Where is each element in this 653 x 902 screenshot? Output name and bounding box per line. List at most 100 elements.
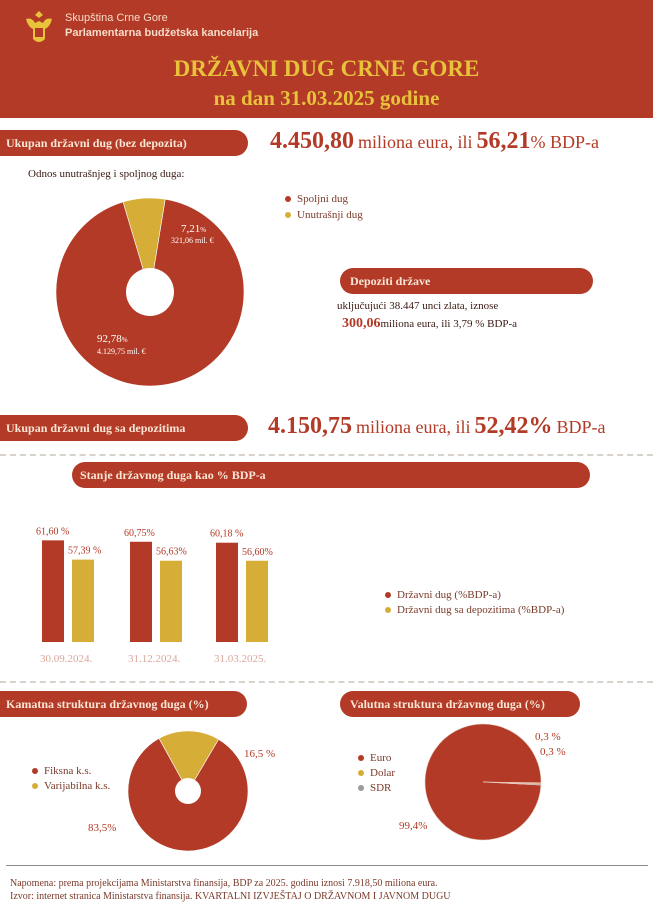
external-debt-pct-label: 92,78% [97,333,128,345]
internal-debt-amount: 321,06 mil. € [171,236,214,245]
legend-label: Državni dug sa depozitima (%BDP-a) [397,604,565,616]
total-with-deposits-gdp-suffix: BDP-a [556,417,606,437]
bar-category-label: 31.12.2024. [128,653,181,665]
legend-label: Unutrašnji dug [297,209,363,221]
internal-debt-pct: 7,21 [181,223,201,235]
bar-debt [42,540,64,642]
bar-category-label: 30.09.2024. [40,653,93,665]
external-debt-pct-unit: % [121,336,128,344]
bar-value-label: 57,39 % [68,546,101,557]
deposits-line2: miliona eura, ili 3,79 % BDP-a [380,318,518,330]
footer-rule [6,865,648,866]
legend-item-euro: Euro [358,752,395,764]
footer-source: Izvor: internet stranica Ministarstva fi… [10,891,451,902]
dollar-pct: 0,3 % [535,731,561,743]
legend-label: Spoljni dug [297,193,349,205]
sdr-slice [482,781,542,786]
euro-pct: 99,4% [399,820,428,832]
section-divider [0,454,653,456]
legend-item-variable: Varijabilna k.s. [32,780,110,792]
bar-value-label: 56,60% [242,547,273,558]
legend-dot-icon [358,770,364,776]
office-name: Parlamentarna budžetska kancelarija [65,27,259,39]
bar-debt-deposits [246,560,268,642]
footer-note: Napomena: prema projekcijama Ministarstv… [10,878,438,889]
legend-dot-icon [358,785,364,791]
variable-rate-pct: 16,5 % [244,748,276,760]
legend-label: Varijabilna k.s. [44,780,111,792]
deposits-value: 300,06miliona eura, ili 3,79 % BDP-a [342,314,517,332]
total-debt-gdp-suffix: % BDP-a [530,132,599,152]
legend-item-debt-deposits: Državni dug sa depozitima (%BDP-a) [385,604,564,616]
external-debt-amount: 4.129,75 mil. € [97,347,146,356]
page-subtitle: na dan 31.03.2025 godine [213,86,440,110]
gdp-bar-chart: 61,60 % 57,39 % 30.09.2024. 60,75%56,63% 31.… [36,526,273,665]
internal-debt-slice [122,197,166,293]
bar-debt [216,542,238,642]
bar-value-label: 61,60 % [36,526,69,537]
legend-item-sdr: SDR [358,782,395,794]
fixed-rate-pct: 83,5% [88,822,117,834]
legend-item-dollar: Dolar [358,767,395,779]
external-internal-donut-chart [55,197,245,387]
total-with-deposits-amount: 4.150,75 [268,413,352,439]
interest-structure-title: Kamatna struktura državnog duga (%) [0,691,247,717]
legend-label: SDR [370,782,392,794]
coat-of-arms-icon [26,11,52,42]
legend-label: Fiksna k.s. [44,765,92,777]
external-debt-pct: 92,78 [97,333,122,345]
header-banner [0,0,653,118]
legend-dot-icon [32,783,38,789]
legend-label: Državni dug (%BDP-a) [397,589,501,601]
bar-value-label: 60,18 % [210,529,243,540]
legend-dot-icon [385,607,391,613]
total-with-deposits-value: 4.150,75 miliona eura, ili 52,42% BDP-a [268,413,605,440]
legend-dot-icon [32,768,38,774]
donut-hole [126,268,174,316]
gdp-chart-title: Stanje državnog duga kao % BDP-a [72,462,590,488]
interest-structure-donut-chart [127,730,249,852]
donut-hole [175,778,201,804]
institution-name: Skupština Crne Gore [65,12,168,24]
total-with-deposits-gdp-pct: 52,42% [474,413,553,439]
total-debt-label: Ukupan državni dug (bez depozita) [0,130,248,156]
deposits-label: Depoziti države [340,268,593,294]
total-debt-gdp-pct: 56,21 [476,128,531,154]
section-divider [0,681,653,683]
legend-item-fixed: Fiksna k.s. [32,765,110,777]
legend-dot-icon [285,212,291,218]
total-debt-amount: 4.450,80 [270,128,354,154]
deposits-line1: uključujući 38.447 unci zlata, iznose [337,300,499,312]
gdp-chart-legend: Državni dug (%BDP-a) Državni dug sa depo… [385,589,564,616]
legend-dot-icon [385,592,391,598]
bar-debt [130,541,152,642]
legend-dot-icon [358,755,364,761]
legend-label: Dolar [370,767,396,779]
bar-value-label: 56,63% [156,547,187,558]
total-debt-value: 4.450,80 miliona eura, ili 56,21% BDP-a [270,128,599,155]
total-with-deposits-label: Ukupan državni dug sa depozitima [0,415,248,441]
legend-item-external: Spoljni dug [285,193,363,205]
sdr-pct: 0,3 % [540,746,566,758]
total-with-deposits-amount-text: miliona eura, ili [356,417,471,437]
legend-label: Euro [370,752,392,764]
internal-debt-pct-label: 7,21% [181,223,206,235]
page-title: DRŽAVNI DUG CRNE GORE [173,56,480,81]
bar-debt-deposits [160,560,182,642]
interest-structure-legend: Fiksna k.s. Varijabilna k.s. [32,765,110,792]
debt-ratio-legend: Spoljni dug Unutrašnji dug [285,193,363,221]
bar-value-label: 60,75% [124,528,155,539]
total-debt-amount-text: miliona eura, ili [358,132,473,152]
ratio-title: Odnos unutrašnjeg i spoljnog duga: [28,168,185,180]
internal-debt-pct-unit: % [200,226,207,234]
variable-rate-slice [158,730,219,792]
legend-item-debt: Državni dug (%BDP-a) [385,589,564,601]
bar-category-label: 31.03.2025. [214,653,267,665]
currency-structure-title: Valutna struktura državnog duga (%) [340,691,580,717]
deposits-amount: 300,06 [342,316,381,331]
legend-dot-icon [285,196,291,202]
bar-debt-deposits [72,559,94,642]
currency-structure-legend: Euro Dolar SDR [358,752,395,794]
legend-item-internal: Unutrašnji dug [285,209,363,221]
currency-structure-pie-chart [424,723,542,841]
